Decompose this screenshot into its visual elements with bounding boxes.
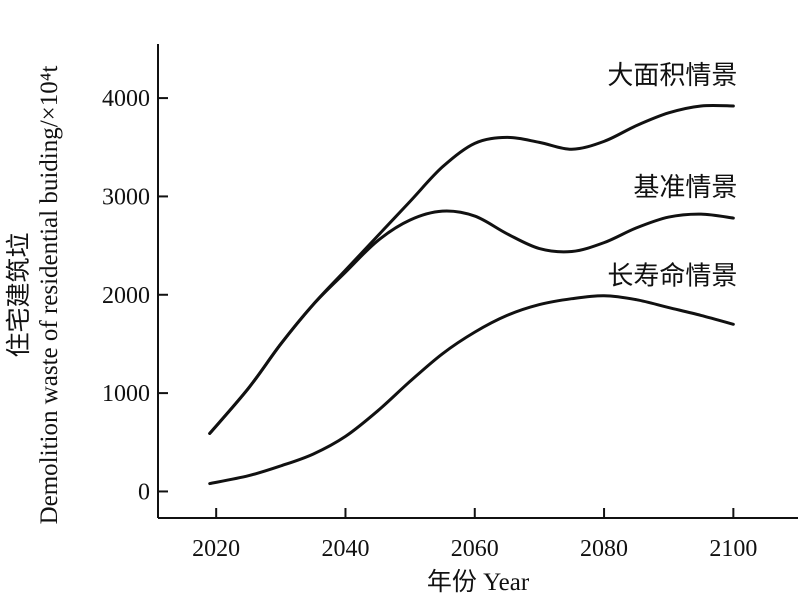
series-lines [208,103,735,486]
y-ticks: 0 1000 2000 3000 4000 [102,86,168,505]
x-tick-label: 2080 [580,536,628,562]
x-tick-label: 2100 [709,536,757,562]
y-axis-title-line1: 住宅建筑垃 [4,232,33,357]
x-tick-label: 2060 [451,536,499,562]
x-axis-title: 年份 Year [427,568,530,596]
y-tick-label: 0 [138,479,150,505]
series-label-3: 长寿命情景 [607,261,737,291]
y-tick-label: 1000 [102,381,150,407]
y-tick-label: 4000 [102,86,150,112]
y-tick-label: 2000 [102,283,150,309]
series-label-1: 大面积情景 [607,61,737,91]
y-tick-label: 3000 [102,184,150,210]
series-line-2 [208,209,735,435]
x-tick-label: 2040 [321,536,369,562]
y-axis-title-line2: Demolition waste of residential buiding/… [36,66,63,525]
series-line-3 [208,294,735,486]
series-label-2: 基准情景 [633,173,737,203]
x-ticks: 2020 2040 2060 2080 2100 [192,508,757,562]
x-tick-label: 2020 [192,536,240,562]
